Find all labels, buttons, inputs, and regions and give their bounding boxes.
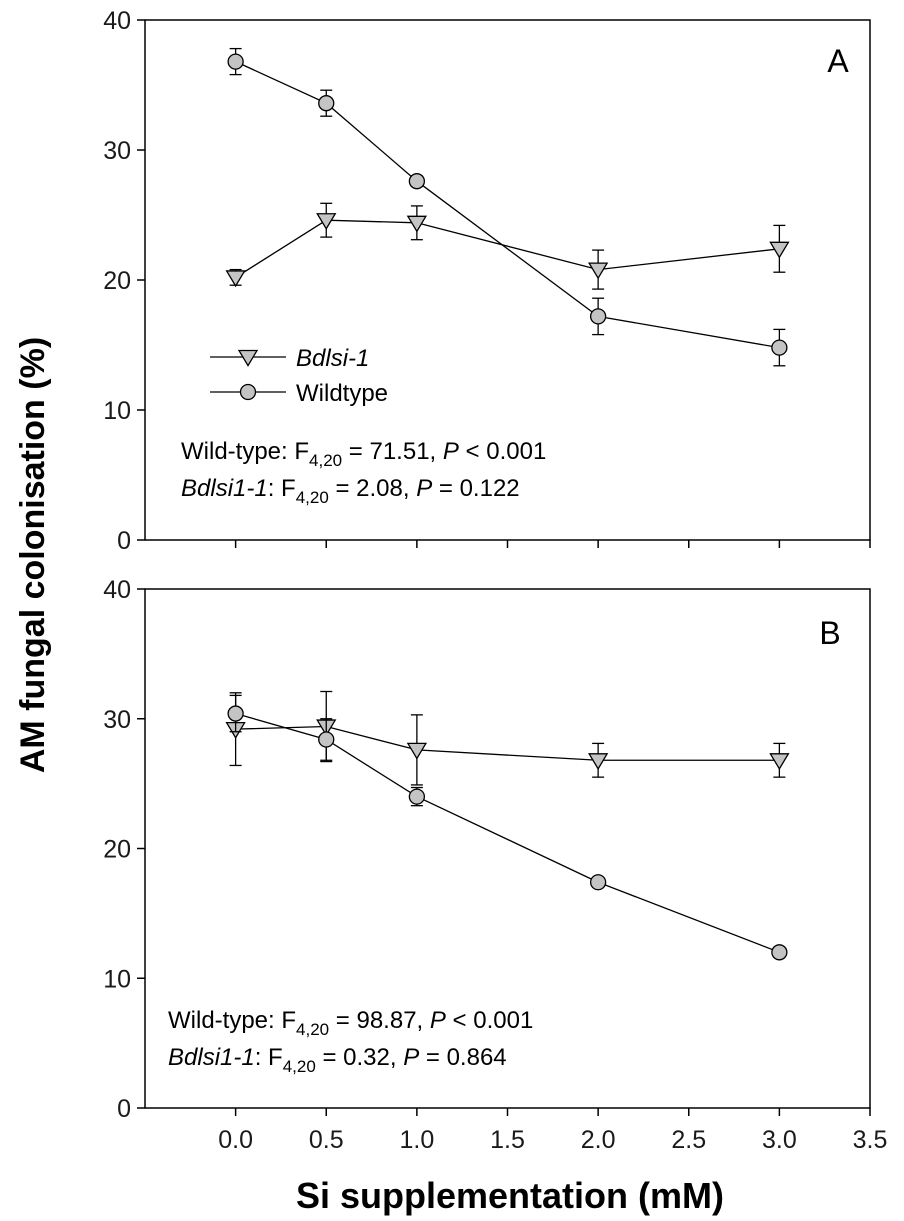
y-tick-label: 10 <box>103 397 131 425</box>
data-point <box>408 173 426 190</box>
y-tick-label: 20 <box>103 267 131 295</box>
data-point <box>587 753 609 771</box>
data-point <box>769 241 790 259</box>
data-point <box>771 944 788 961</box>
series-line <box>235 725 780 761</box>
data-point <box>408 788 426 805</box>
data-point <box>771 339 788 356</box>
x-tick-label: 1.0 <box>399 1126 434 1154</box>
x-tick-label: 1.5 <box>490 1126 525 1154</box>
data-point <box>225 270 246 288</box>
data-point <box>227 53 244 70</box>
stat-annotation: Bdlsi1-1: F4,20 = 0.32, P = 0.864 <box>168 1044 507 1076</box>
legend-marker <box>237 349 259 367</box>
series-wildtype <box>227 47 788 367</box>
y-tick-label: 0 <box>117 527 131 555</box>
stat-annotation: Wild-type: F4,20 = 71.51, P < 0.001 <box>181 438 546 470</box>
panel-label: B <box>819 615 840 651</box>
y-tick-label: 10 <box>103 965 131 993</box>
data-point <box>316 213 337 231</box>
x-tick-label: 2.5 <box>671 1126 706 1154</box>
legend-marker <box>239 383 257 401</box>
series-wildtype <box>227 694 788 961</box>
stat-annotation: Wild-type: F4,20 = 98.87, P < 0.001 <box>168 1007 533 1039</box>
y-tick-label: 20 <box>103 836 131 864</box>
data-point <box>589 308 607 325</box>
series-line <box>235 712 780 953</box>
x-tick-label: 3.0 <box>762 1126 797 1154</box>
series-bdlsi-1 <box>225 202 790 290</box>
y-tick-label: 30 <box>103 706 131 734</box>
x-tick-label: 3.5 <box>853 1126 888 1154</box>
panel-label: A <box>827 43 849 79</box>
x-tick-label: 0.0 <box>218 1126 253 1154</box>
data-point <box>587 262 609 280</box>
data-point <box>227 705 244 722</box>
y-tick-label: 30 <box>103 137 131 165</box>
data-point <box>406 742 428 760</box>
panel-b: 0 10 20 30 40 0.0 0.5 1.0 1.5 2.0 2.5 3.0 3.5 B Wild-t… <box>103 576 887 1154</box>
series-line <box>235 61 780 349</box>
legend: Bdlsi-1 Wildtype <box>210 345 388 407</box>
x-tick-label: 0.5 <box>309 1126 344 1154</box>
legend-label: Wildtype <box>296 380 388 407</box>
data-point <box>406 215 428 233</box>
panel-a: 0 10 20 30 40 A Bdlsi-1 Wildtype Wild-type: F4,2… <box>103 7 871 555</box>
y-tick-label: 40 <box>103 576 131 604</box>
x-tick-label: 2.0 <box>581 1126 616 1154</box>
stat-annotation: Bdlsi1-1: F4,20 = 2.08, P = 0.122 <box>181 475 520 507</box>
data-point <box>318 95 335 112</box>
data-point <box>318 731 335 748</box>
x-axis-label: Si supplementation (mM) <box>296 1175 724 1216</box>
y-tick-label: 0 <box>117 1095 131 1123</box>
data-point <box>769 753 790 771</box>
y-axis-label: AM fungal colonisation (%) <box>14 337 52 773</box>
data-point <box>589 874 607 891</box>
legend-label: Bdlsi-1 <box>296 345 369 372</box>
y-tick-label: 40 <box>103 7 131 35</box>
series-bdlsi-1 <box>225 690 790 786</box>
